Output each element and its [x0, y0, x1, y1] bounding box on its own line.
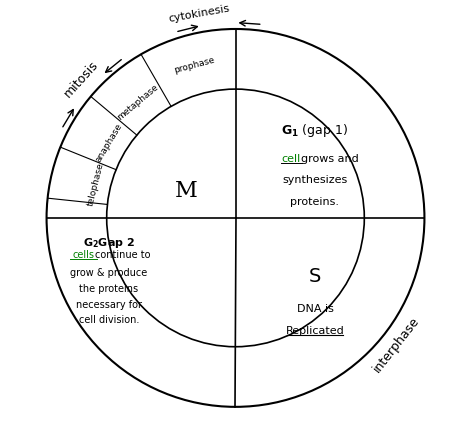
Text: continue to: continue to [95, 250, 151, 260]
Text: grows and: grows and [301, 154, 359, 164]
Text: synthesizes: synthesizes [282, 175, 348, 185]
Text: metaphase: metaphase [115, 82, 160, 122]
Text: M: M [175, 180, 197, 201]
Text: prophase: prophase [173, 56, 216, 75]
Text: cytokinesis: cytokinesis [168, 3, 231, 24]
Text: S: S [309, 267, 321, 286]
Text: cell: cell [282, 154, 301, 164]
Text: $\mathbf{G_2}$Gap 2: $\mathbf{G_2}$Gap 2 [83, 235, 135, 249]
Text: the proteins: the proteins [79, 283, 138, 293]
Text: interphase: interphase [371, 313, 422, 374]
Text: Replicated: Replicated [285, 325, 344, 335]
Text: cells: cells [73, 250, 95, 260]
Text: $\mathbf{G_1}$ (gap 1): $\mathbf{G_1}$ (gap 1) [282, 122, 349, 139]
Text: necessary for: necessary for [76, 299, 142, 309]
Text: anaphase: anaphase [93, 121, 124, 164]
Text: DNA is: DNA is [297, 303, 333, 313]
Text: grow & produce: grow & produce [70, 267, 147, 277]
Text: mitosis: mitosis [61, 59, 100, 100]
Text: cell division.: cell division. [79, 314, 139, 324]
Text: telophase: telophase [86, 161, 106, 207]
Text: proteins.: proteins. [291, 196, 340, 206]
